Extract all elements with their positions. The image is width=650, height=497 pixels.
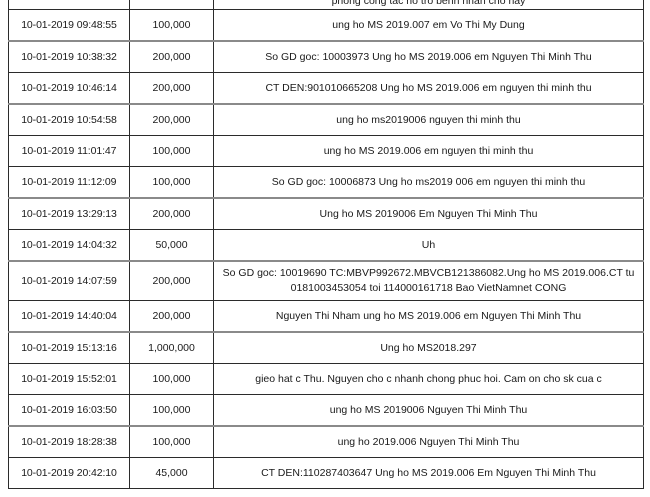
cell-amount: 100,000 xyxy=(129,394,214,427)
cell-amount: 100,000 xyxy=(129,9,214,42)
cell-amount: 100,000 xyxy=(129,166,214,199)
cell-note: Ung ho MS2018.297 xyxy=(213,331,644,364)
cell-amount: 200,000 xyxy=(129,300,214,333)
cell-note: CT DEN:901010665208 Ung ho MS 2019.006 e… xyxy=(213,72,644,105)
cell-date: 10-01-2019 10:46:14 xyxy=(8,72,130,105)
cell-date: 10-01-2019 10:38:32 xyxy=(8,40,130,73)
table-row[interactable]: 10-01-2019 10:38:32 200,000 So GD goc: 100… xyxy=(8,40,644,73)
cell-date xyxy=(8,0,130,10)
cell-date: 10-01-2019 11:12:09 xyxy=(8,166,130,199)
cell-date: 10-01-2019 16:03:50 xyxy=(8,394,130,427)
cell-amount: 200,000 xyxy=(129,260,214,301)
cell-date: 10-01-2019 15:52:01 xyxy=(8,363,130,395)
donations-table-body: phong cong tac ho tro benh nhan cho hay 1… xyxy=(8,0,644,489)
cell-amount: 200,000 xyxy=(129,40,214,73)
cell-amount: 1,000,000 xyxy=(129,331,214,364)
cell-note: ung ho MS 2019006 Nguyen Thi Minh Thu xyxy=(213,394,644,427)
cell-note: gieo hat c Thu. Nguyen cho c nhanh chong… xyxy=(213,363,644,395)
cell-amount: 200,000 xyxy=(129,197,214,230)
cell-note: So GD goc: 10006873 Ung ho ms2019 006 em… xyxy=(213,166,644,199)
table-row[interactable]: 10-01-2019 15:52:01 100,000 gieo hat c Thu… xyxy=(8,363,644,395)
cell-date: 10-01-2019 14:04:32 xyxy=(8,229,130,262)
cell-date: 10-01-2019 14:40:04 xyxy=(8,300,130,333)
cell-note: Uh xyxy=(213,229,644,262)
cell-date: 10-01-2019 11:01:47 xyxy=(8,135,130,167)
cell-note: So GD goc: 10003973 Ung ho MS 2019.006 e… xyxy=(213,40,644,73)
table-row[interactable]: 10-01-2019 14:40:04 200,000 Nguyen Thi Nha… xyxy=(8,300,644,333)
cell-note: ung ho 2019.006 Nguyen Thi Minh Thu xyxy=(213,425,644,458)
cell-amount: 100,000 xyxy=(129,135,214,167)
table-row[interactable]: phong cong tac ho tro benh nhan cho hay xyxy=(8,0,644,10)
cell-note: ung ho ms2019006 nguyen thi minh thu xyxy=(213,103,644,136)
cell-note: CT DEN:110287403647 Ung ho MS 2019.006 E… xyxy=(213,457,644,489)
cell-note: So GD goc: 10019690 TC:MBVP992672.MBVCB1… xyxy=(213,260,644,301)
table-row[interactable]: 10-01-2019 15:13:16 1,000,000 Ung ho MS201… xyxy=(8,331,644,364)
cell-date: 10-01-2019 13:29:13 xyxy=(8,197,130,230)
table-row[interactable]: 10-01-2019 11:12:09 100,000 So GD goc: 100… xyxy=(8,166,644,199)
table-viewport: phong cong tac ho tro benh nhan cho hay 1… xyxy=(8,0,644,489)
cell-date: 10-01-2019 10:54:58 xyxy=(8,103,130,136)
cell-amount: 45,000 xyxy=(129,457,214,489)
cell-note: phong cong tac ho tro benh nhan cho hay xyxy=(213,0,644,10)
table-row[interactable]: 10-01-2019 14:04:32 50,000 Uh xyxy=(8,229,644,262)
cell-amount: 100,000 xyxy=(129,363,214,395)
cell-amount: 50,000 xyxy=(129,229,214,262)
cell-note: Nguyen Thi Nham ung ho MS 2019.006 em Ng… xyxy=(213,300,644,333)
table-row[interactable]: 10-01-2019 16:03:50 100,000 ung ho MS 2019… xyxy=(8,394,644,427)
cell-date: 10-01-2019 15:13:16 xyxy=(8,331,130,364)
cell-date: 10-01-2019 14:07:59 xyxy=(8,260,130,301)
cell-amount xyxy=(129,0,214,10)
cell-amount: 200,000 xyxy=(129,72,214,105)
cell-note: ung ho MS 2019.006 em nguyen thi minh th… xyxy=(213,135,644,167)
cell-date: 10-01-2019 09:48:55 xyxy=(8,9,130,42)
cell-amount: 100,000 xyxy=(129,425,214,458)
table-row[interactable]: 10-01-2019 14:07:59 200,000 So GD goc: 100… xyxy=(8,260,644,301)
table-row[interactable]: 10-01-2019 09:48:55 100,000 ung ho MS 2019… xyxy=(8,9,644,42)
table-row[interactable]: 10-01-2019 11:01:47 100,000 ung ho MS 2019… xyxy=(8,135,644,167)
table-row[interactable]: 10-01-2019 10:54:58 200,000 ung ho ms20190… xyxy=(8,103,644,136)
table-row[interactable]: 10-01-2019 20:42:10 45,000 CT DEN:11028740… xyxy=(8,457,644,489)
cell-date: 10-01-2019 18:28:38 xyxy=(8,425,130,458)
table-row[interactable]: 10-01-2019 18:28:38 100,000 ung ho 2019.00… xyxy=(8,425,644,458)
table-row[interactable]: 10-01-2019 13:29:13 200,000 Ung ho MS 2019… xyxy=(8,197,644,230)
table-row[interactable]: 10-01-2019 10:46:14 200,000 CT DEN:9010106… xyxy=(8,72,644,105)
cell-note: ung ho MS 2019.007 em Vo Thi My Dung xyxy=(213,9,644,42)
cell-amount: 200,000 xyxy=(129,103,214,136)
cell-date: 10-01-2019 20:42:10 xyxy=(8,457,130,489)
cell-note: Ung ho MS 2019006 Em Nguyen Thi Minh Thu xyxy=(213,197,644,230)
donations-table: phong cong tac ho tro benh nhan cho hay 1… xyxy=(8,0,644,489)
